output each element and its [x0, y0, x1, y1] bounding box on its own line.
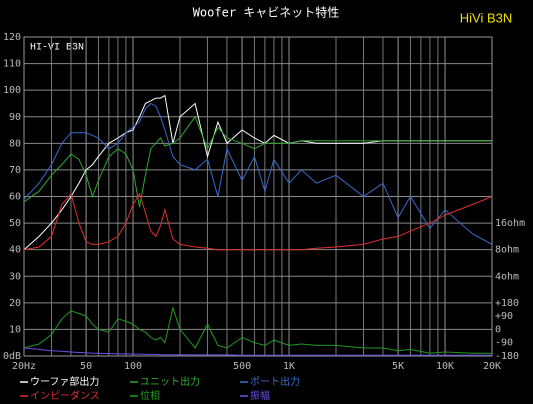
series-line — [23, 347, 492, 356]
y2-tick-label: 4ohm — [495, 271, 519, 282]
y2-tick-label: 0 — [495, 324, 501, 335]
chart-title: Woofer キャビネット特性 — [193, 5, 340, 20]
x-tick-label: 5K — [392, 361, 404, 372]
y-tick-label: 90 — [9, 112, 21, 123]
y-tick-label: 40 — [9, 245, 21, 256]
y-tick-label: 110 — [3, 59, 21, 70]
legend-label: 振幅 — [250, 389, 270, 402]
x-tick-label: 1K — [283, 361, 295, 372]
y-tick-label: 20 — [9, 298, 21, 309]
series-line — [23, 115, 492, 208]
y2-tick-label: 16ohm — [495, 218, 525, 229]
y2-tick-label: -90 — [495, 338, 513, 349]
x-tick-label: 20Hz — [12, 361, 36, 372]
x-tick-label: 50 — [80, 361, 92, 372]
y-tick-label: 30 — [9, 271, 21, 282]
series-line — [23, 192, 493, 251]
y2-tick-label: +90 — [495, 311, 513, 322]
series-line — [23, 94, 492, 251]
x-tick-label: 20K — [483, 361, 501, 372]
y-tick-label: 60 — [9, 192, 21, 203]
series-line — [23, 306, 492, 354]
y-tick-label: 70 — [9, 165, 21, 176]
legend-label: ポート出力 — [250, 375, 300, 388]
x-tick-label: 100 — [124, 361, 142, 372]
y-tick-label: 10 — [9, 324, 21, 335]
series-line — [23, 102, 493, 245]
y-tick-label: 0dB — [3, 351, 21, 362]
y2-tick-label: 8ohm — [495, 245, 519, 256]
x-tick-label: 10K — [436, 361, 454, 372]
x-tick-label: 500 — [233, 361, 251, 372]
legend-label: ユニット出力 — [140, 375, 200, 388]
y-tick-label: 120 — [3, 32, 21, 43]
y2-tick-label: +180 — [495, 298, 519, 309]
brand-label: HiVi B3N — [460, 10, 513, 25]
plot-annotation: HI-VI B3N — [30, 43, 84, 54]
legend-label: ウーファ部出力 — [30, 375, 99, 388]
y-tick-label: 50 — [9, 218, 21, 229]
y2-tick-label: -180 — [495, 351, 519, 362]
y-tick-label: 100 — [3, 85, 21, 96]
legend-label: インピーダンス — [30, 389, 100, 402]
y-tick-label: 80 — [9, 138, 21, 149]
legend-label: 位相 — [140, 389, 160, 402]
